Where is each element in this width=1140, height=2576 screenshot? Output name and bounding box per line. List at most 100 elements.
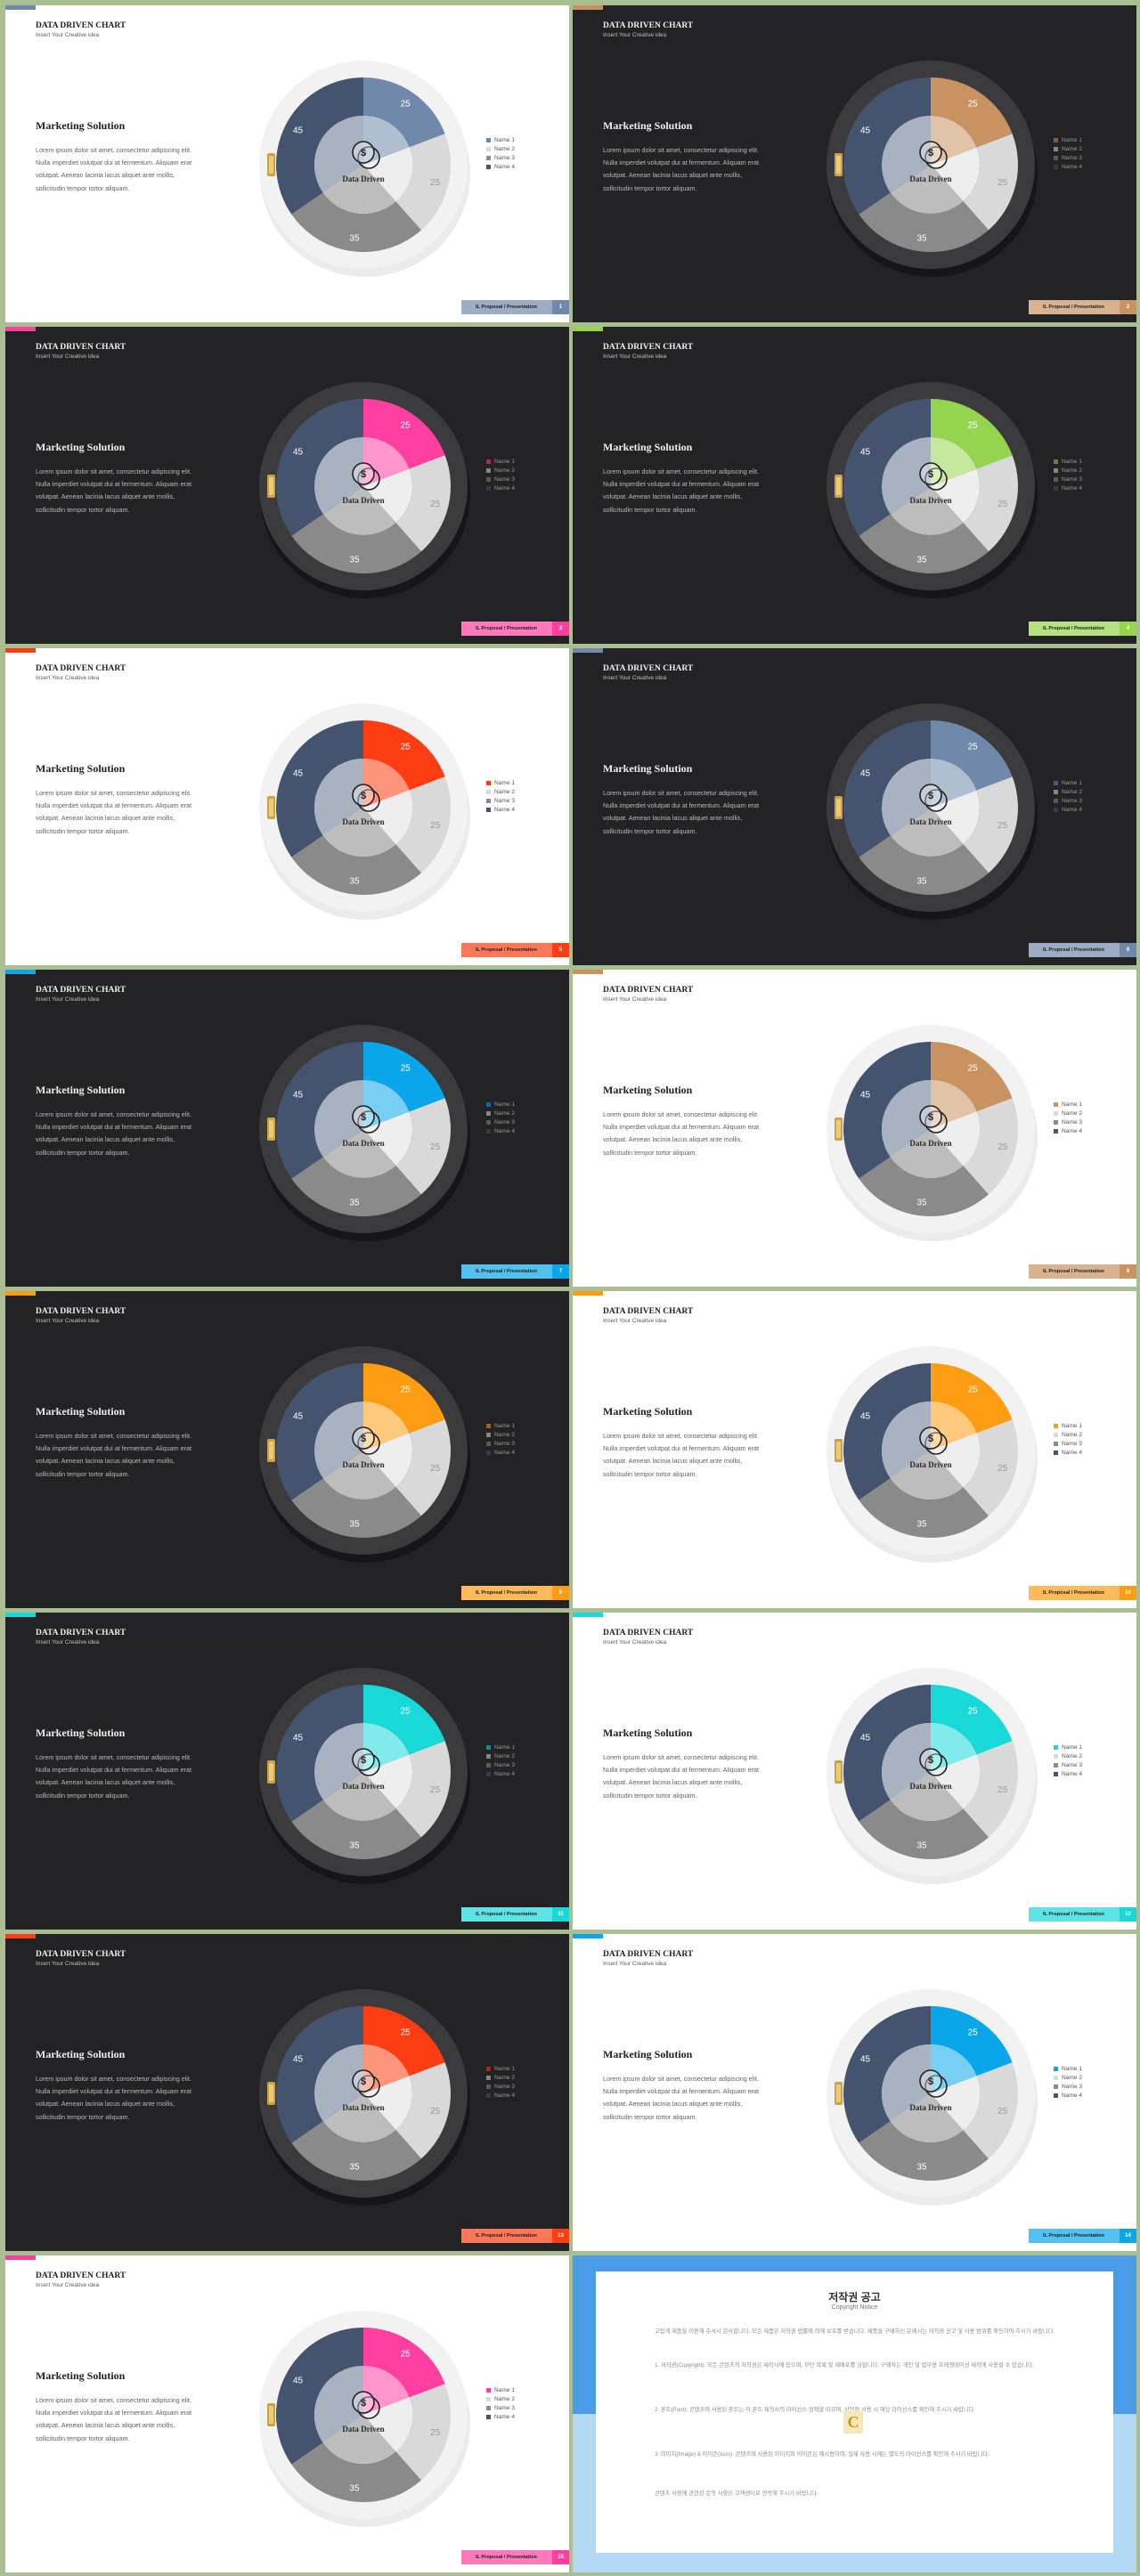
slide-subtitle: Insert Your Creative idea [36,675,100,681]
section-heading: Marketing Solution [603,1084,693,1096]
slice-4 [276,2328,363,2465]
slice-1 [363,1685,445,1755]
center-label: Data Driven [909,1782,951,1791]
legend-label: Name 4 [1062,1770,1083,1777]
slide-8[interactable]: DATA DRIVEN CHART Insert Your Creative id… [573,970,1136,1287]
legend-label: Name 1 [494,136,516,143]
slice-3 [291,1478,421,1538]
slice-3 [291,2121,421,2181]
slice-label-2: 25 [430,500,441,509]
legend-item: Name 3 [1054,475,1082,484]
slide-9[interactable]: DATA DRIVEN CHART Insert Your Creative id… [5,1291,569,1608]
legend-label: Name 1 [494,1743,516,1751]
legend-swatch [486,2075,491,2080]
slide-subtitle: Insert Your Creative idea [36,353,100,360]
copyright-paragraph: 콘텐츠 사용에 관련된 문의 사항은 고객센터로 연락해 주시기 바랍니다. [655,2491,818,2497]
slide-4[interactable]: DATA DRIVEN CHART Insert Your Creative id… [573,327,1136,644]
slice-label-4: 45 [293,1090,304,1100]
slice-3 [291,192,421,252]
legend-label: Name 3 [494,1440,516,1447]
inner-slice-2 [931,1111,980,1166]
legend-item: Name 2 [486,466,515,475]
slide-3[interactable]: DATA DRIVEN CHART Insert Your Creative id… [5,327,569,644]
slice-4 [843,1363,931,1500]
slice-1 [363,1042,445,1112]
slide-11[interactable]: DATA DRIVEN CHART Insert Your Creative id… [5,1613,569,1930]
slice-label-2: 25 [430,1785,441,1795]
slice-label-4: 45 [293,1733,304,1743]
slide-7[interactable]: DATA DRIVEN CHART Insert Your Creative id… [5,970,569,1287]
chart-legend: Name 1 Name 2 Name 3 Name 4 [1054,778,1082,814]
slide-14[interactable]: DATA DRIVEN CHART Insert Your Creative id… [573,1934,1136,2251]
legend-item: Name 1 [1054,778,1082,787]
gold-bar-icon [835,475,843,498]
slide-12[interactable]: DATA DRIVEN CHART Insert Your Creative id… [573,1613,1136,1930]
inner-slice-4 [314,1080,363,1158]
legend-swatch [1054,780,1058,785]
inner-slice-4 [882,116,931,193]
inner-slice-4 [882,2044,931,2122]
slice-2 [395,455,451,552]
chart-legend: Name 1 Name 2 Name 3 Name 4 [486,1421,515,1457]
legend-swatch [486,164,491,169]
legend-swatch [1054,2075,1058,2080]
slice-label-1: 25 [968,743,979,752]
legend-item: Name 2 [1054,1430,1082,1439]
slide-15[interactable]: DATA DRIVEN CHART Insert Your Creative id… [5,2255,569,2572]
slide-13[interactable]: DATA DRIVEN CHART Insert Your Creative id… [5,1934,569,2251]
legend-label: Name 2 [1062,467,1083,474]
slice-label-2: 25 [998,2107,1008,2117]
slide-title: DATA DRIVEN CHART [603,1307,694,1316]
slice-label-2: 25 [430,2107,441,2117]
legend-item: Name 3 [486,796,515,805]
slice-label-4: 45 [860,2054,871,2064]
inner-slice-2 [363,2076,412,2131]
slice-4 [276,77,363,215]
page-number: 1 [552,300,569,314]
slice-2 [963,1741,1018,1838]
footer-bar: IL Proposal / Presentation 3 [461,622,569,636]
slide-title: DATA DRIVEN CHART [603,1950,694,1959]
slide-10[interactable]: DATA DRIVEN CHART Insert Your Creative id… [573,1291,1136,1608]
legend-label: Name 1 [1062,1101,1083,1108]
slice-1 [363,1363,445,1434]
inner-slice-4 [882,437,931,515]
inner-slice-3 [322,1451,396,1499]
legend-swatch [1054,146,1058,151]
dollar-coins-icon: $ [352,2391,380,2419]
slice-label-1: 25 [401,1386,411,1395]
slide-6[interactable]: DATA DRIVEN CHART Insert Your Creative id… [573,648,1136,965]
inner-slice-3 [890,1451,964,1499]
slice-1 [363,399,445,469]
legend-swatch [1054,1744,1058,1750]
gold-bar-icon [267,2082,275,2105]
inner-slice-4 [314,116,363,193]
inner-slice-1 [931,1080,977,1129]
copyright-slide: 저작권 공고 Copyright Notice 고맙게 제품을 이용해 주셔서 감사… [573,2255,1136,2572]
legend-swatch [486,467,491,473]
chart-legend: Name 1 Name 2 Name 3 Name 4 [1054,1743,1082,1778]
slice-2 [963,2062,1018,2159]
legend-item: Name 3 [486,153,515,162]
legend-item: Name 4 [486,1448,515,1457]
corner-accent [573,1291,603,1296]
gold-bar-icon [267,796,275,819]
inner-slice-2 [363,790,412,845]
legend-item: Name 4 [486,1769,515,1778]
legend-item: Name 1 [486,2385,515,2394]
chart-legend: Name 1 Name 2 Name 3 Name 4 [1054,457,1082,492]
footer-label: IL Proposal / Presentation [1043,305,1104,310]
legend-label: Name 1 [494,1422,516,1429]
slice-label-1: 25 [968,1386,979,1395]
svg-text:$: $ [928,2076,933,2087]
slide-1[interactable]: DATA DRIVEN CHART Insert Your Creative id… [5,5,569,322]
slide-2[interactable]: DATA DRIVEN CHART Insert Your Creative id… [573,5,1136,322]
legend-label: Name 1 [1062,1422,1083,1429]
gold-bar-icon [835,1439,843,1462]
slide-5[interactable]: DATA DRIVEN CHART Insert Your Creative id… [5,648,569,965]
legend-label: Name 2 [494,2395,516,2402]
legend-swatch [486,798,491,803]
legend-item: Name 4 [1054,162,1082,171]
chart-legend: Name 1 Name 2 Name 3 Name 4 [486,1743,515,1778]
slice-1 [931,2006,1013,2076]
